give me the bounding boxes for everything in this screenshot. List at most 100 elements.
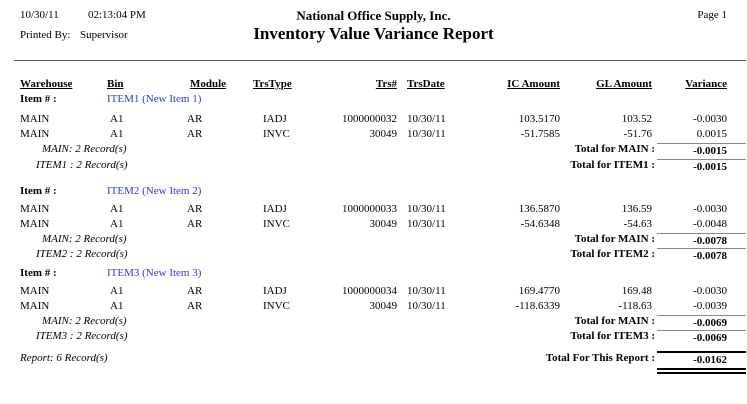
cell-trsdate: 10/30/11 (407, 285, 446, 297)
page-number: Page 1 (697, 9, 727, 21)
warehouse-subtotal-row: MAIN: 2 Record(s) Total for MAIN : -0.00… (0, 232, 747, 247)
cell-trsdate: 10/30/11 (407, 300, 446, 312)
item-number-label: Item # : (20, 185, 57, 197)
cell-bin: A1 (110, 113, 124, 125)
column-header-bin: Bin (107, 78, 124, 90)
warehouse-total-label: Total for MAIN : (574, 315, 655, 327)
item-code-link-item2[interactable]: ITEM2 (New Item 2) (107, 185, 202, 197)
cell-module: AR (187, 128, 203, 140)
printed-by-value: Supervisor (80, 29, 128, 41)
cell-bin: A1 (110, 300, 124, 312)
warehouse-subtotal-row: MAIN: 2 Record(s) Total for MAIN : -0.00… (0, 314, 747, 329)
item-subtotal-row: ITEM1 : 2 Record(s) Total for ITEM1 : -0… (0, 158, 747, 173)
cell-module: AR (187, 218, 203, 230)
cell-ic-amount: 169.4770 (518, 285, 560, 297)
cell-variance: -0.0030 (693, 203, 727, 215)
printed-date: 10/30/11 (20, 9, 59, 21)
printed-time: 02:13:04 PM (88, 9, 146, 21)
table-row: MAIN A1 AR IADJ 1000000033 10/30/11 136.… (0, 202, 747, 217)
item-subtotal-row: ITEM3 : 2 Record(s) Total for ITEM3 : -0… (0, 329, 747, 344)
warehouse-record-count: MAIN: 2 Record(s) (42, 143, 127, 155)
item-number-label: Item # : (20, 267, 57, 279)
cell-trsno: 1000000033 (342, 203, 397, 215)
cell-trsdate: 10/30/11 (407, 128, 446, 140)
table-row: MAIN A1 AR INVC 30049 10/30/11 -54.6348 … (0, 217, 747, 232)
cell-trsdate: 10/30/11 (407, 218, 446, 230)
header-row-datetime: 10/30/11 02:13:04 PM Page 1 (0, 8, 747, 23)
report-total-label: Total For This Report : (545, 352, 655, 364)
warehouse-total-label: Total for MAIN : (574, 143, 655, 155)
cell-trstype: IADJ (263, 203, 287, 215)
column-header-gl-amount: GL Amount (596, 78, 652, 90)
item-total-label: Total for ITEM3 : (570, 330, 655, 342)
cell-ic-amount: 136.5870 (518, 203, 560, 215)
warehouse-record-count: MAIN: 2 Record(s) (42, 233, 127, 245)
column-header-ic-amount: IC Amount (507, 78, 560, 90)
cell-variance: -0.0030 (693, 113, 727, 125)
column-header-variance: Variance (685, 78, 727, 90)
cell-ic-amount: 103.5170 (518, 113, 560, 125)
table-row: MAIN A1 AR INVC 30049 10/30/11 -118.6339… (0, 299, 747, 314)
warehouse-subtotal-row: MAIN: 2 Record(s) Total for MAIN : -0.00… (0, 142, 747, 157)
item-code-link-item3[interactable]: ITEM3 (New Item 3) (107, 267, 202, 279)
column-header-trsno: Trs# (375, 78, 397, 90)
cell-bin: A1 (110, 128, 124, 140)
cell-trsno: 30049 (369, 218, 398, 230)
cell-bin: A1 (110, 218, 124, 230)
group-header-item1: Item # : ITEM1 (New Item 1) (0, 92, 747, 107)
table-row: MAIN A1 AR INVC 30049 10/30/11 -51.7585 … (0, 127, 747, 142)
column-header-trstype: TrsType (253, 78, 292, 90)
cell-trstype: INVC (263, 218, 290, 230)
cell-bin: A1 (110, 285, 124, 297)
cell-trsdate: 10/30/11 (407, 203, 446, 215)
warehouse-total-value: -0.0078 (657, 233, 746, 249)
cell-variance: -0.0048 (693, 218, 727, 230)
cell-ic-amount: -54.6348 (520, 218, 560, 230)
company-name: National Office Supply, Inc. (296, 8, 451, 23)
cell-trsdate: 10/30/11 (407, 113, 446, 125)
cell-warehouse: MAIN (20, 300, 50, 312)
cell-warehouse: MAIN (20, 113, 50, 125)
cell-warehouse: MAIN (20, 203, 50, 215)
column-header-row: Warehouse Bin Module TrsType Trs# TrsDat… (0, 77, 747, 92)
table-row: MAIN A1 AR IADJ 1000000032 10/30/11 103.… (0, 112, 747, 127)
column-header-warehouse: Warehouse (20, 78, 73, 90)
item-record-count: ITEM1 : 2 Record(s) (36, 159, 128, 171)
cell-warehouse: MAIN (20, 218, 50, 230)
cell-bin: A1 (110, 203, 124, 215)
item-record-count: ITEM3 : 2 Record(s) (36, 330, 128, 342)
item-total-label: Total for ITEM1 : (570, 159, 655, 171)
warehouse-total-label: Total for MAIN : (574, 233, 655, 245)
cell-trstype: IADJ (263, 285, 287, 297)
item-number-label: Item # : (20, 93, 57, 105)
cell-trstype: INVC (263, 128, 290, 140)
cell-trstype: INVC (263, 300, 290, 312)
report-record-count: Report: 6 Record(s) (20, 352, 108, 364)
printed-by-label: Printed By: (20, 29, 71, 41)
warehouse-total-value: -0.0069 (657, 315, 746, 331)
cell-ic-amount: -118.6339 (515, 300, 560, 312)
cell-variance: -0.0030 (693, 285, 727, 297)
header-row-printedby: Printed By: Supervisor (0, 28, 747, 43)
item-subtotal-row: ITEM2 : 2 Record(s) Total for ITEM2 : -0… (0, 247, 747, 262)
cell-ic-amount: -51.7585 (520, 128, 560, 140)
item-code-link-item1[interactable]: ITEM1 (New Item 1) (107, 93, 202, 105)
cell-gl-amount: 169.48 (621, 285, 652, 297)
cell-warehouse: MAIN (20, 128, 50, 140)
cell-trstype: IADJ (263, 113, 287, 125)
item-total-value: -0.0078 (657, 248, 746, 264)
cell-warehouse: MAIN (20, 285, 50, 297)
cell-trsno: 30049 (369, 128, 398, 140)
warehouse-record-count: MAIN: 2 Record(s) (42, 315, 127, 327)
cell-trsno: 30049 (369, 300, 398, 312)
report-title: Inventory Value Variance Report (253, 24, 494, 43)
cell-gl-amount: -118.63 (618, 300, 652, 312)
group-header-item2: Item # : ITEM2 (New Item 2) (0, 184, 747, 199)
cell-gl-amount: 136.59 (621, 203, 652, 215)
cell-gl-amount: -54.63 (623, 218, 652, 230)
cell-gl-amount: 103.52 (621, 113, 652, 125)
cell-gl-amount: -51.76 (623, 128, 652, 140)
cell-module: AR (187, 285, 203, 297)
cell-module: AR (187, 300, 203, 312)
